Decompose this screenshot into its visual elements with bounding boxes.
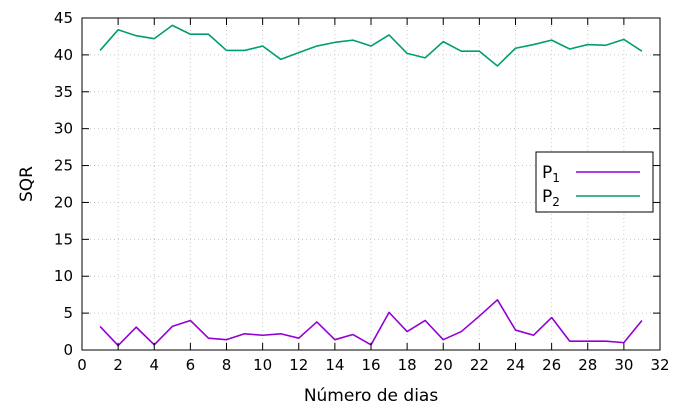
y-tick-label: 0 <box>63 341 73 359</box>
x-tick-label: 16 <box>361 356 380 374</box>
y-tick-label: 40 <box>54 46 73 64</box>
x-tick-label: 2 <box>113 356 123 374</box>
legend-label-2: P2 <box>542 187 560 209</box>
y-tick-label: 25 <box>54 157 73 175</box>
x-tick-label: 6 <box>186 356 196 374</box>
y-tick-label: 20 <box>54 193 73 211</box>
x-tick-label: 0 <box>77 356 87 374</box>
x-tick-label: 26 <box>542 356 561 374</box>
x-tick-label: 18 <box>398 356 417 374</box>
x-tick-label: 8 <box>222 356 232 374</box>
legend-label-1: P1 <box>542 163 560 185</box>
y-tick-label: 30 <box>54 120 73 138</box>
x-tick-label: 24 <box>506 356 525 374</box>
axis-ticks <box>81 17 661 351</box>
y-tick-label: 5 <box>63 304 73 322</box>
x-tick-label: 4 <box>149 356 159 374</box>
series-line-2 <box>99 24 643 67</box>
x-tick-label: 28 <box>578 356 597 374</box>
y-tick-label: 35 <box>54 83 73 101</box>
x-tick-label: 22 <box>470 356 489 374</box>
x-tick-label: 32 <box>650 356 669 374</box>
y-tick-label: 45 <box>54 9 73 27</box>
y-axis-title: SQR <box>17 166 37 202</box>
x-axis-title: Número de dias <box>304 386 439 406</box>
x-tick-label: 10 <box>253 356 272 374</box>
x-tick-label: 14 <box>325 356 344 374</box>
legend-box <box>535 151 654 213</box>
axis-tick-labels: 0 2 4 6 8 10 12 14 16 18 20 22 24 26 28 30 3205101520253… <box>54 9 670 374</box>
x-tick-label: 30 <box>614 356 633 374</box>
grid-lines <box>82 18 660 350</box>
y-tick-label: 10 <box>54 267 73 285</box>
y-tick-label: 15 <box>54 230 73 248</box>
x-tick-label: 12 <box>289 356 308 374</box>
x-tick-label: 20 <box>434 356 453 374</box>
